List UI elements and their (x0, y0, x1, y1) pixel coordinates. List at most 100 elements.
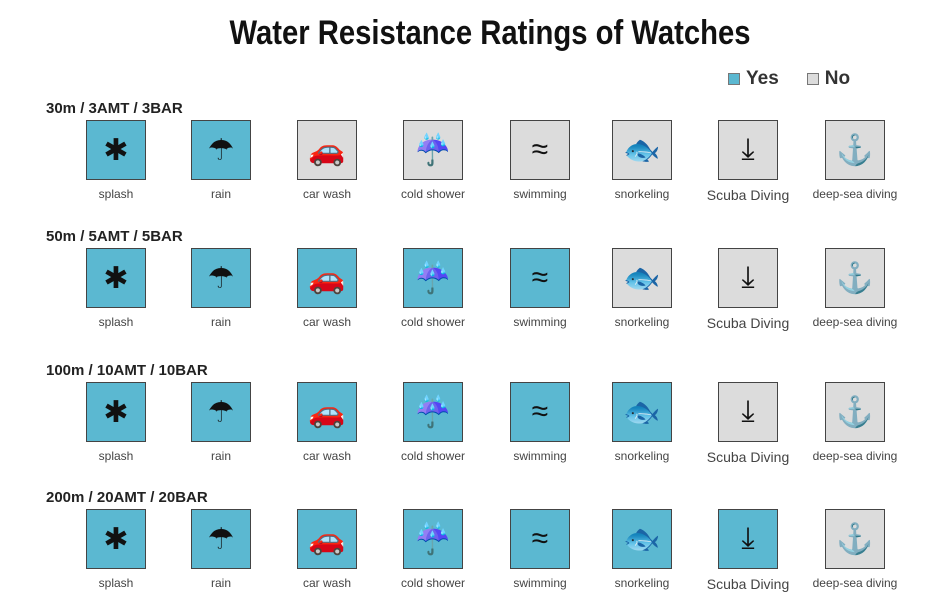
activity-caption: Scuba Diving (706, 315, 790, 331)
legend-yes: Yes (728, 68, 779, 90)
shower-icon: ☔ (403, 382, 463, 442)
rating-label: 30m / 3AMT / 3BAR (46, 100, 183, 117)
scuba-icon: ⤓ (718, 120, 778, 180)
activity-cell: ≈ swimming (490, 509, 590, 590)
activity-caption: cold shower (400, 449, 466, 463)
activity-caption: swimming (513, 187, 567, 201)
activity-caption: cold shower (400, 187, 466, 201)
splash-icon: ✱ (86, 248, 146, 308)
car-wash-icon: 🚗 (297, 248, 357, 308)
activity-cell: ⚓ deep-sea diving (805, 120, 905, 201)
activity-caption: Scuba Diving (706, 449, 790, 465)
yes-swatch (728, 72, 740, 85)
scuba-icon: ⤓ (718, 509, 778, 569)
activity-caption: Scuba Diving (706, 576, 790, 592)
activity-cell: ⚓ deep-sea diving (805, 248, 905, 329)
activity-caption: deep-sea diving (812, 449, 898, 463)
activity-caption: rain (210, 187, 231, 201)
snorkel-icon: 🐟 (612, 248, 672, 308)
activity-cell: ≈ swimming (490, 120, 590, 201)
activity-cell: ☔ cold shower (383, 509, 483, 590)
scuba-icon: ⤓ (718, 382, 778, 442)
shower-icon: ☔ (403, 120, 463, 180)
activity-cell: ✱ splash (66, 509, 166, 590)
activity-cell: 🚗 car wash (277, 509, 377, 590)
activity-cell: ⤓ Scuba Diving (698, 120, 798, 203)
activity-cell: ☂ rain (171, 248, 271, 329)
activity-caption: deep-sea diving (812, 315, 898, 329)
activity-cell: ☔ cold shower (383, 382, 483, 463)
activity-caption: rain (210, 576, 231, 590)
activity-caption: snorkeling (614, 576, 670, 590)
shower-icon: ☔ (403, 248, 463, 308)
activity-caption: splash (98, 576, 134, 590)
activity-caption: cold shower (400, 576, 466, 590)
splash-icon: ✱ (86, 382, 146, 442)
activity-cell: ☂ rain (171, 382, 271, 463)
shower-icon: ☔ (403, 509, 463, 569)
swimming-icon: ≈ (510, 120, 570, 180)
activity-cell: ☔ cold shower (383, 248, 483, 329)
snorkel-icon: 🐟 (612, 509, 672, 569)
activity-caption: Scuba Diving (706, 187, 790, 203)
activity-cell: ☔ cold shower (383, 120, 483, 201)
activity-caption: car wash (302, 187, 352, 201)
activity-cell: ⤓ Scuba Diving (698, 382, 798, 465)
activity-cell: ✱ splash (66, 120, 166, 201)
car-wash-icon: 🚗 (297, 509, 357, 569)
activity-caption: rain (210, 315, 231, 329)
activity-cell: ☂ rain (171, 120, 271, 201)
car-wash-icon: 🚗 (297, 382, 357, 442)
legend: Yes No (728, 68, 850, 90)
swimming-icon: ≈ (510, 382, 570, 442)
swimming-icon: ≈ (510, 509, 570, 569)
activity-caption: swimming (513, 576, 567, 590)
no-swatch (806, 72, 819, 85)
deep-sea-diver-icon: ⚓ (825, 120, 885, 180)
snorkel-icon: 🐟 (612, 382, 672, 442)
activity-cell: 🚗 car wash (277, 120, 377, 201)
activity-caption: splash (98, 315, 134, 329)
deep-sea-diver-icon: ⚓ (825, 248, 885, 308)
activity-cell: 🐟 snorkeling (592, 248, 692, 329)
activity-cell: ⤓ Scuba Diving (698, 248, 798, 331)
umbrella-icon: ☂ (191, 248, 251, 308)
rating-label: 50m / 5AMT / 5BAR (46, 228, 183, 245)
umbrella-icon: ☂ (191, 120, 251, 180)
activity-caption: deep-sea diving (812, 187, 898, 201)
activity-cell: ≈ swimming (490, 248, 590, 329)
activity-caption: splash (98, 449, 134, 463)
rating-label: 100m / 10AMT / 10BAR (46, 362, 208, 379)
activity-cell: ⚓ deep-sea diving (805, 382, 905, 463)
snorkel-icon: 🐟 (612, 120, 672, 180)
swimming-icon: ≈ (510, 248, 570, 308)
activity-cell: 🚗 car wash (277, 248, 377, 329)
activity-caption: snorkeling (614, 315, 670, 329)
activity-caption: car wash (302, 576, 352, 590)
activity-cell: ≈ swimming (490, 382, 590, 463)
activity-cell: ✱ splash (66, 382, 166, 463)
umbrella-icon: ☂ (191, 509, 251, 569)
activity-caption: swimming (513, 315, 567, 329)
page-title: Water Resistance Ratings of Watches (229, 14, 751, 52)
umbrella-icon: ☂ (191, 382, 251, 442)
activity-caption: rain (210, 449, 231, 463)
activity-caption: deep-sea diving (812, 576, 898, 590)
activity-caption: splash (98, 187, 134, 201)
activity-caption: cold shower (400, 315, 466, 329)
scuba-icon: ⤓ (718, 248, 778, 308)
activity-cell: 🐟 snorkeling (592, 509, 692, 590)
rating-label: 200m / 20AMT / 20BAR (46, 489, 208, 506)
splash-icon: ✱ (86, 509, 146, 569)
activity-cell: 🚗 car wash (277, 382, 377, 463)
splash-icon: ✱ (86, 120, 146, 180)
activity-cell: ✱ splash (66, 248, 166, 329)
deep-sea-diver-icon: ⚓ (825, 509, 885, 569)
activity-caption: swimming (513, 449, 567, 463)
legend-no: No (806, 68, 850, 90)
activity-caption: snorkeling (614, 187, 670, 201)
car-wash-icon: 🚗 (297, 120, 357, 180)
activity-caption: car wash (302, 449, 352, 463)
activity-cell: ⤓ Scuba Diving (698, 509, 798, 592)
activity-caption: snorkeling (614, 449, 670, 463)
